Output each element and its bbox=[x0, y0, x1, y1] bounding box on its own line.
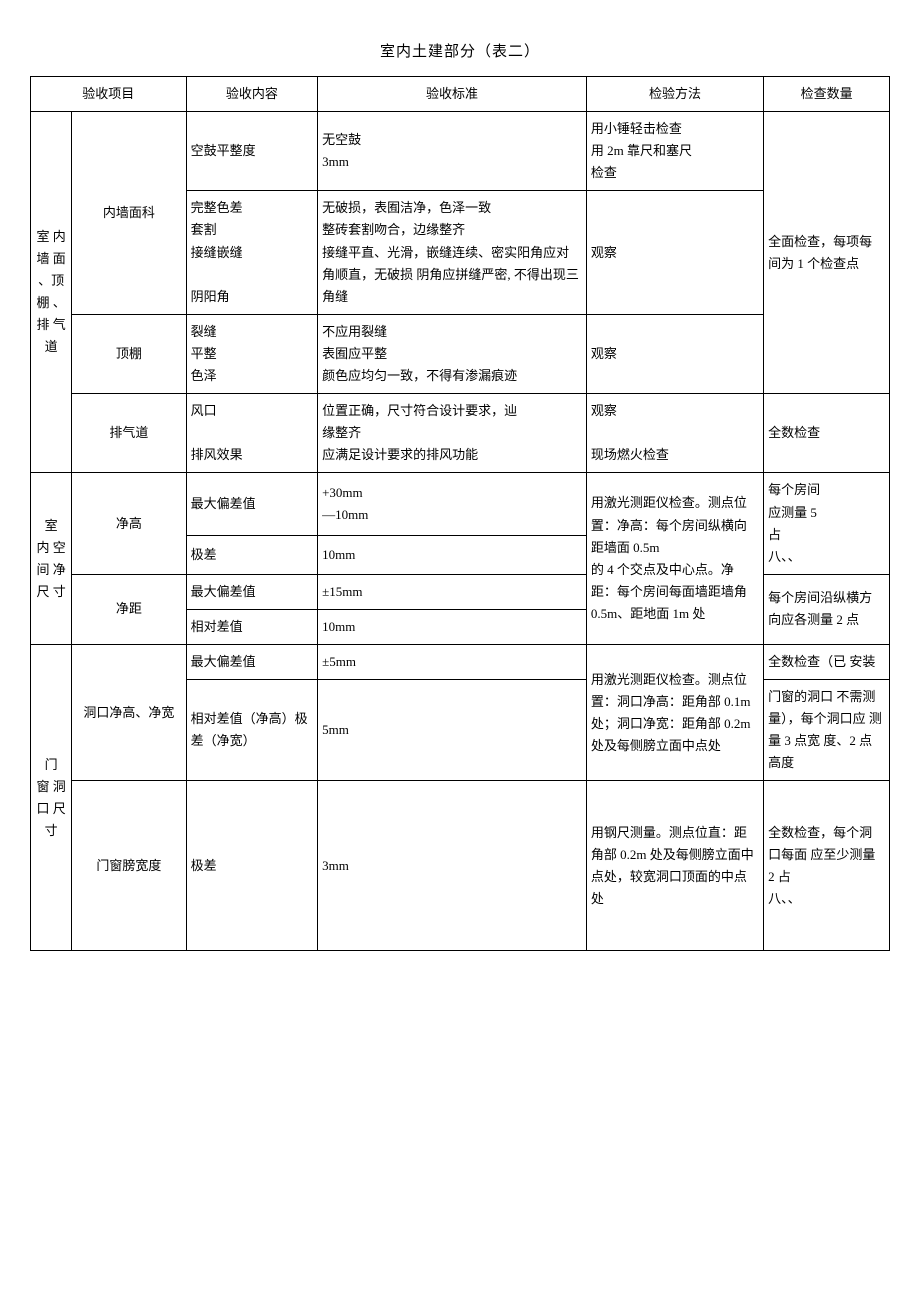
header-method: 检验方法 bbox=[586, 77, 763, 112]
cell-standard: ±5mm bbox=[318, 644, 587, 679]
cell-standard: +30mm—10mm bbox=[318, 473, 587, 536]
header-standard: 验收标准 bbox=[318, 77, 587, 112]
cell-standard: 不应用裂缝表囿应平整颜色应均匀一致，不得有渗漏痕迹 bbox=[318, 314, 587, 393]
cell-quantity: 每个房间沿纵横方向应各测量 2 点 bbox=[764, 574, 890, 644]
cell-method: 观察 bbox=[586, 191, 763, 314]
cell-content: 相对差值 bbox=[186, 609, 318, 644]
cell-method: 用激光测距仪检查。测点位置：洞口净高：距角部 0.1m 处；洞口净宽：距角部 0… bbox=[586, 644, 763, 780]
cell-content: 最大偏差值 bbox=[186, 473, 318, 536]
subgroup-label: 顶棚 bbox=[72, 314, 186, 393]
subgroup-label: 洞口净高、净宽 bbox=[72, 644, 186, 780]
cell-standard: 5mm bbox=[318, 680, 587, 781]
cell-content: 空鼓平整度 bbox=[186, 112, 318, 191]
cell-quantity: 门窗的洞口 不需测量），每个洞口应 测量 3 点宽 度、2 点高度 bbox=[764, 680, 890, 781]
cell-content: 极差 bbox=[186, 781, 318, 951]
header-project: 验收项目 bbox=[31, 77, 187, 112]
table-row: 室 内 墙 面 、顶 棚 、 排 气 道 内墙面科 空鼓平整度 无空鼓3mm 用… bbox=[31, 112, 890, 191]
table-row: 门窗 洞口 尺 寸 洞口净高、净宽 最大偏差值 ±5mm 用激光测距仪检查。测点… bbox=[31, 644, 890, 679]
subgroup-label: 净高 bbox=[72, 473, 186, 574]
cell-content: 最大偏差值 bbox=[186, 574, 318, 609]
table-row: 排气道 风口 排风效果 位置正确，尺寸符合设计要求，辿缘整齐应满足设计要求的排风… bbox=[31, 394, 890, 473]
group-label: 室内 空间 净尺 寸 bbox=[31, 473, 72, 645]
cell-standard: 3mm bbox=[318, 781, 587, 951]
inspection-table: 验收项目 验收内容 验收标准 检验方法 检查数量 室 内 墙 面 、顶 棚 、 … bbox=[30, 76, 890, 951]
cell-standard: ±15mm bbox=[318, 574, 587, 609]
cell-content: 极差 bbox=[186, 536, 318, 575]
cell-standard: 位置正确，尺寸符合设计要求，辿缘整齐应满足设计要求的排风功能 bbox=[318, 394, 587, 473]
cell-method: 观察 现场燃火检查 bbox=[586, 394, 763, 473]
subgroup-label: 内墙面科 bbox=[72, 112, 186, 315]
cell-quantity: 每个房间应测量 5占八、、 bbox=[764, 473, 890, 574]
cell-standard: 无空鼓3mm bbox=[318, 112, 587, 191]
cell-quantity: 全数检查 bbox=[764, 394, 890, 473]
cell-content: 风口 排风效果 bbox=[186, 394, 318, 473]
cell-standard: 10mm bbox=[318, 536, 587, 575]
cell-standard: 10mm bbox=[318, 609, 587, 644]
cell-quantity: 全数检查，每个洞口每面 应至少测量2 占八、、 bbox=[764, 781, 890, 951]
cell-content: 完整色差套割接缝嵌缝 阴阳角 bbox=[186, 191, 318, 314]
cell-method: 用激光测距仪检查。测点位置：净高：每个房间纵横向距墙面 0.5m的 4 个交点及… bbox=[586, 473, 763, 645]
table-row: 顶棚 裂缝平整色泽 不应用裂缝表囿应平整颜色应均匀一致，不得有渗漏痕迹 观察 bbox=[31, 314, 890, 393]
cell-method: 用钢尺测量。测点位直：距角部 0.2m 处及每侧膀立面中点处，较宽洞口顶面的中点… bbox=[586, 781, 763, 951]
cell-method: 观察 bbox=[586, 314, 763, 393]
cell-content: 裂缝平整色泽 bbox=[186, 314, 318, 393]
table-header-row: 验收项目 验收内容 验收标准 检验方法 检查数量 bbox=[31, 77, 890, 112]
group-label: 门窗 洞口 尺 寸 bbox=[31, 644, 72, 950]
cell-content: 最大偏差值 bbox=[186, 644, 318, 679]
cell-method: 用小锤轻击检查用 2m 靠尺和塞尺检查 bbox=[586, 112, 763, 191]
table-row: 室内 空间 净尺 寸 净高 最大偏差值 +30mm—10mm 用激光测距仪检查。… bbox=[31, 473, 890, 536]
cell-quantity: 全数检查（已 安装 bbox=[764, 644, 890, 679]
cell-standard: 无破损，表囿洁净，色泽一致整砖套割吻合，边缘整齐接缝平直、光滑，嵌缝连续、密实阳… bbox=[318, 191, 587, 314]
header-quantity: 检查数量 bbox=[764, 77, 890, 112]
cell-content: 相对差值（净高）极差（净宽） bbox=[186, 680, 318, 781]
cell-quantity: 全面检查，每项每间为 1 个检查点 bbox=[764, 112, 890, 394]
group-label: 室 内 墙 面 、顶 棚 、 排 气 道 bbox=[31, 112, 72, 473]
subgroup-label: 净距 bbox=[72, 574, 186, 644]
subgroup-label: 门窗膀宽度 bbox=[72, 781, 186, 951]
header-content: 验收内容 bbox=[186, 77, 318, 112]
subgroup-label: 排气道 bbox=[72, 394, 186, 473]
page-title: 室内土建部分（表二） bbox=[30, 40, 890, 61]
table-row: 门窗膀宽度 极差 3mm 用钢尺测量。测点位直：距角部 0.2m 处及每侧膀立面… bbox=[31, 781, 890, 951]
